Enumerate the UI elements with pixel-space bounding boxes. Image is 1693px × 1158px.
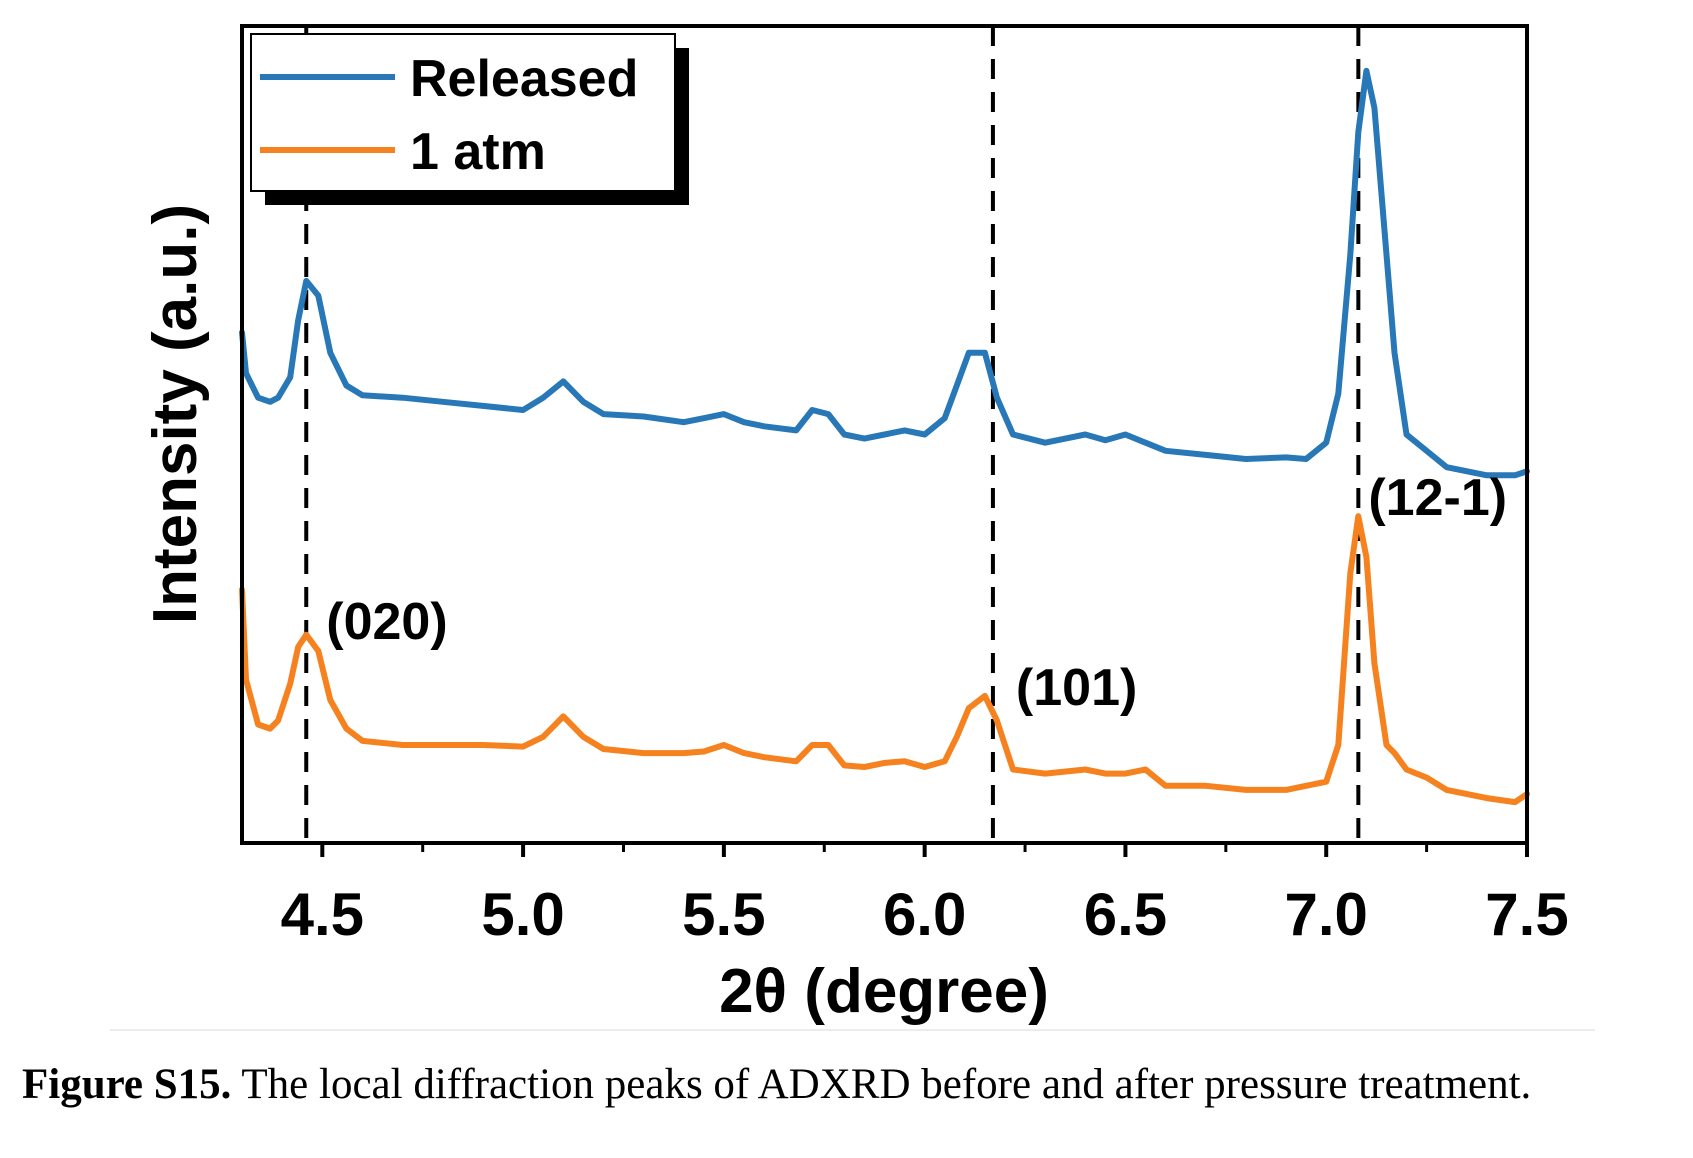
plot-frame — [240, 24, 1529, 845]
series-line-released — [239, 67, 1530, 479]
x-tick-label: 7.5 — [1485, 881, 1568, 948]
x-tick-label: 7.0 — [1285, 881, 1368, 948]
y-axis-label: Intensity (a.u.) — [141, 204, 210, 624]
x-axis-ticks — [320, 843, 1529, 857]
peak-label-0: (020) — [326, 593, 447, 651]
x-axis-label: 2θ (degree) — [719, 957, 1049, 1026]
peak-label-1: (101) — [1016, 659, 1137, 717]
x-axis-tick-labels: 4.5 5.0 5.5 6.0 6.5 7.0 7.5 — [281, 881, 1569, 948]
legend-box — [250, 33, 676, 192]
caption-text: The local diffraction peaks of ADXRD bef… — [231, 1061, 1532, 1108]
x-tick-label: 6.0 — [883, 881, 966, 948]
caption-label: Figure S15. — [22, 1061, 232, 1108]
x-tick-label: 5.0 — [481, 881, 564, 948]
x-tick-label: 5.5 — [682, 881, 765, 948]
peak-annotations: (020) (101) (12-1) — [326, 469, 1507, 717]
legend-label-1-atm: 1 atm — [410, 123, 546, 181]
series-line-1-atm — [239, 513, 1530, 806]
legend-label-released: Released — [410, 50, 638, 108]
legend: Released 1 atm — [250, 33, 689, 205]
x-tick-label: 4.5 — [281, 881, 364, 948]
series-layer — [239, 67, 1530, 806]
figure-caption: Figure S15. The local diffraction peaks … — [22, 1060, 1692, 1109]
x-tick-label: 6.5 — [1084, 881, 1167, 948]
peak-label-2: (12-1) — [1368, 469, 1507, 527]
